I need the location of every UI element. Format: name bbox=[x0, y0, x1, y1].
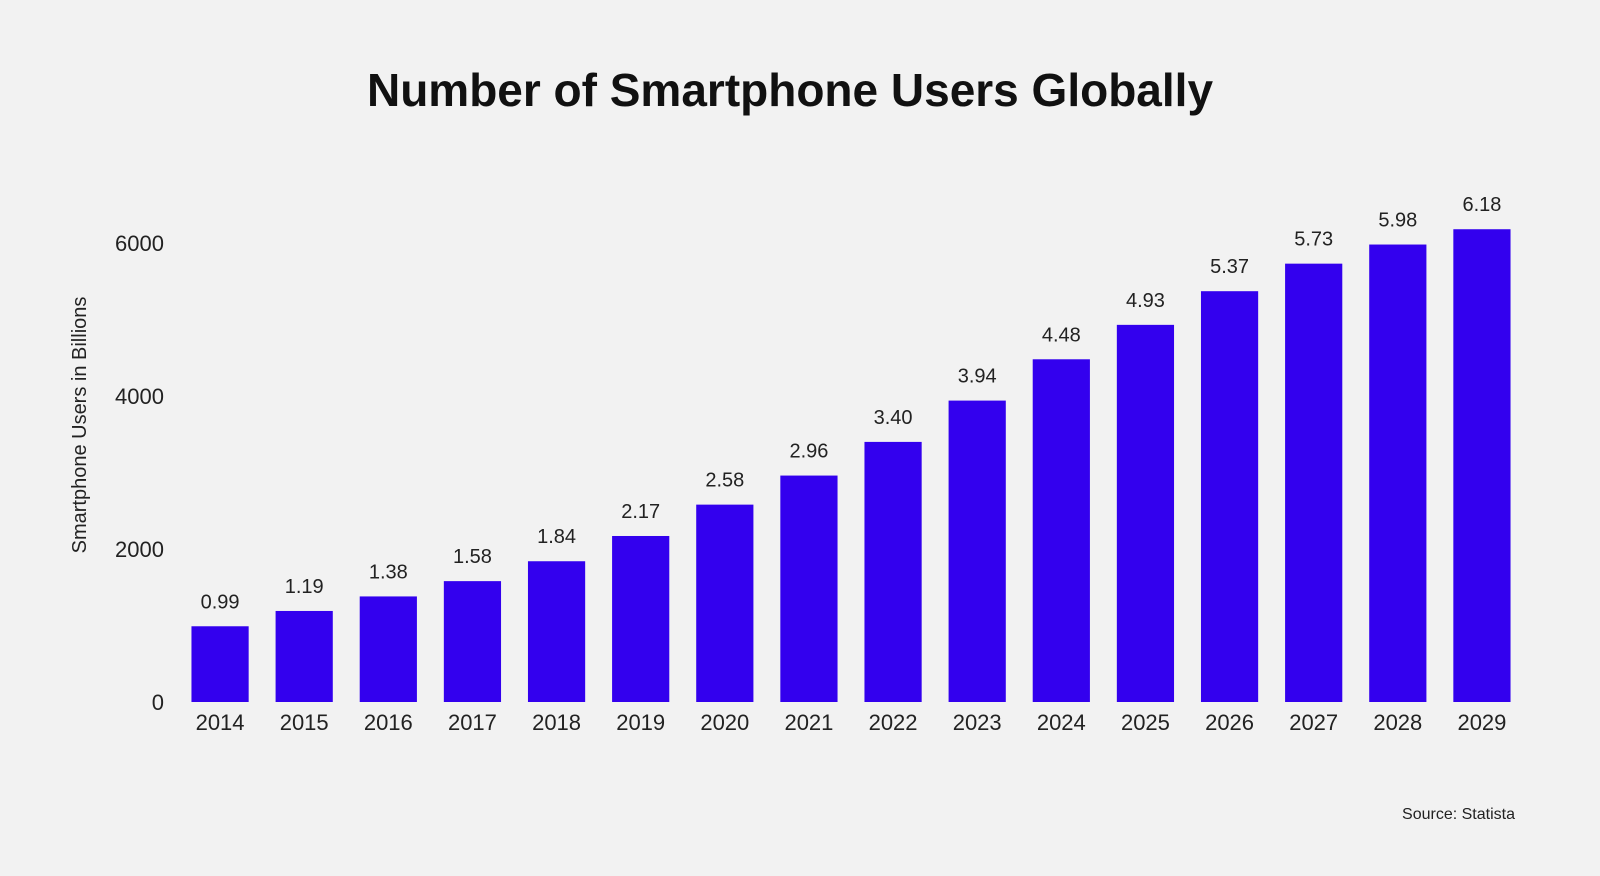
bar bbox=[864, 441, 922, 702]
y-axis-label: Smartphone Users in Billions bbox=[69, 297, 91, 554]
data-label: 1.84 bbox=[537, 526, 576, 548]
data-label: 5.37 bbox=[1210, 256, 1249, 278]
bar bbox=[696, 504, 754, 702]
data-label: 1.19 bbox=[285, 576, 324, 598]
bars bbox=[191, 229, 1511, 703]
y-tick-label: 0 bbox=[152, 690, 164, 715]
data-label: 3.40 bbox=[874, 407, 913, 429]
data-labels: 0.99 1.19 1.38 1.58 1.84 2.17 2.58 2.96 3.40 3.94… bbox=[201, 194, 1502, 613]
x-tick-label: 2016 bbox=[364, 710, 413, 735]
data-label: 4.93 bbox=[1126, 290, 1165, 312]
bar bbox=[191, 626, 249, 702]
bar bbox=[612, 535, 670, 702]
x-tick-label: 2029 bbox=[1457, 710, 1506, 735]
x-tick-label: 2024 bbox=[1037, 710, 1086, 735]
y-tick-label: 6000 bbox=[115, 231, 164, 256]
chart-title: Number of Smartphone Users Globally bbox=[367, 64, 1213, 116]
bar bbox=[948, 400, 1006, 702]
data-label: 5.73 bbox=[1294, 229, 1333, 251]
x-tick-label: 2015 bbox=[280, 710, 329, 735]
x-tick-label: 2022 bbox=[869, 710, 918, 735]
x-tick-label: 2018 bbox=[532, 710, 581, 735]
data-label: 5.98 bbox=[1378, 210, 1417, 232]
x-tick-label: 2023 bbox=[953, 710, 1002, 735]
x-axis-ticks: 2014 2015 2016 2017 2018 2019 2020 2021 2022 2023… bbox=[196, 710, 1507, 735]
y-tick-label: 2000 bbox=[115, 537, 164, 562]
data-label: 0.99 bbox=[201, 591, 240, 613]
data-label: 1.38 bbox=[369, 561, 408, 583]
bar bbox=[527, 561, 586, 702]
data-label: 2.17 bbox=[621, 501, 660, 523]
x-tick-label: 2017 bbox=[448, 710, 497, 735]
data-label: 3.94 bbox=[958, 366, 997, 388]
data-label: 4.48 bbox=[1042, 324, 1081, 346]
y-axis-ticks: 0 2000 4000 6000 bbox=[115, 231, 164, 715]
data-label: 1.58 bbox=[453, 546, 492, 568]
x-tick-label: 2019 bbox=[616, 710, 665, 735]
x-tick-label: 2027 bbox=[1289, 710, 1338, 735]
y-tick-label: 4000 bbox=[115, 384, 164, 409]
bar bbox=[1032, 359, 1090, 702]
x-tick-label: 2020 bbox=[700, 710, 749, 735]
source-note: Source: Statista bbox=[1402, 806, 1515, 823]
bar bbox=[1369, 244, 1427, 702]
x-tick-label: 2014 bbox=[196, 710, 245, 735]
data-label: 2.58 bbox=[705, 470, 744, 492]
bar bbox=[1453, 229, 1511, 703]
bar bbox=[275, 610, 333, 702]
bar bbox=[1285, 263, 1343, 702]
data-label: 2.96 bbox=[789, 441, 828, 463]
x-tick-label: 2028 bbox=[1373, 710, 1422, 735]
data-label: 6.18 bbox=[1462, 194, 1501, 216]
bar bbox=[780, 475, 838, 702]
x-tick-label: 2021 bbox=[784, 710, 833, 735]
bar bbox=[359, 596, 417, 702]
x-tick-label: 2025 bbox=[1121, 710, 1170, 735]
bar bbox=[443, 581, 502, 702]
x-tick-label: 2026 bbox=[1205, 710, 1254, 735]
bar bbox=[1116, 324, 1175, 702]
bar bbox=[1200, 291, 1259, 702]
